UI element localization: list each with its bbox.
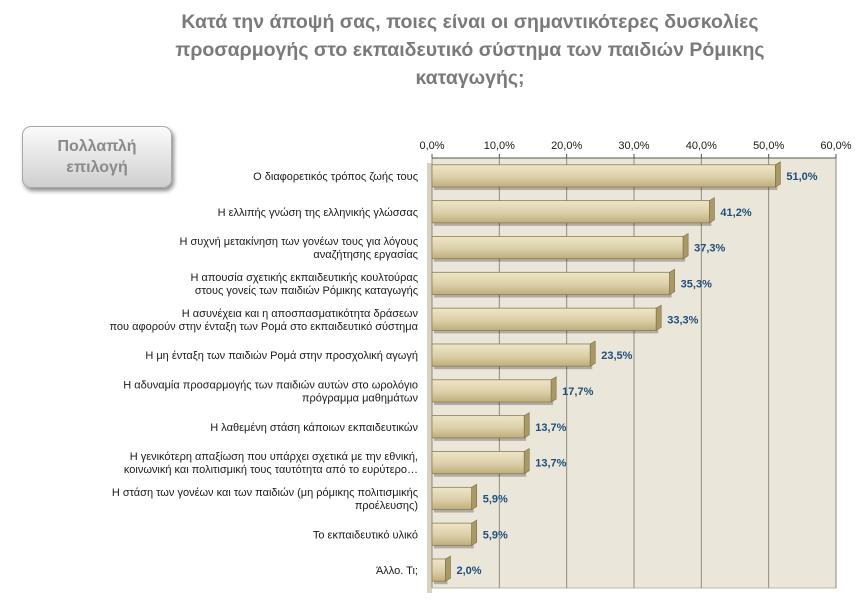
data-label: 17,7% (562, 386, 593, 398)
category-label: Η ελλιπής γνώση της ελληνικής γλώσσας (218, 207, 418, 219)
category-label: Η ασυνέχεια και η αποσπασματικότητα δράσ… (182, 308, 419, 320)
data-label: 13,7% (535, 422, 566, 434)
tick-label: 10,0% (484, 140, 515, 152)
category-label: Άλλο. Τι; (376, 565, 418, 577)
badge-line-1: Πολλαπλή (57, 138, 137, 155)
tick-label: 50,0% (753, 140, 784, 152)
category-label: Η στάση των γονέων και των παιδιών (μη ρ… (112, 487, 418, 499)
data-label: 2,0% (456, 565, 481, 577)
tick-label: 40,0% (686, 140, 717, 152)
category-label: Η απουσία σχετικής εκπαιδευτικής κουλτού… (191, 272, 419, 284)
category-label: κοινωνική και πολιτισμική τους ταυτότητα… (124, 464, 418, 476)
bar (431, 415, 525, 439)
plot-side-wall (427, 163, 432, 593)
data-label: 51,0% (786, 171, 817, 183)
bar-end-cap (471, 519, 478, 546)
category-label: Η γενικότερη απαξίωση που υπάρχει σχετικ… (130, 451, 418, 463)
bar (431, 164, 776, 188)
category-label: Η αδυναμία προσαρμογής των παιδιών αυτών… (123, 379, 418, 391)
tick-label: 0,0% (419, 140, 444, 152)
tick-label: 20,0% (551, 140, 582, 152)
category-label: αναζήτησης εργασίας (313, 249, 418, 261)
bar (431, 200, 710, 224)
bar-end-cap (589, 340, 596, 367)
category-label: πρόγραμμα μαθημάτων (302, 392, 419, 404)
category-label: Ο διαφορετικός τρόπος ζωής τους (253, 171, 418, 183)
bar-end-cap (445, 555, 451, 582)
bar (431, 558, 446, 582)
bar-end-cap (669, 268, 675, 296)
bar (431, 343, 591, 367)
chart-title-line-1: Κατά την άποψή σας, ποιες είναι οι σημαν… (181, 11, 759, 33)
tick-label: 30,0% (618, 140, 649, 152)
category-label: που αφορούν στην ένταξη των Ρομά στο εκπ… (110, 321, 419, 333)
tick-label: 60,0% (820, 140, 851, 152)
data-label: 5,9% (483, 529, 508, 541)
data-label: 5,9% (483, 493, 508, 505)
bar-end-cap (550, 376, 557, 403)
bar-end-cap (775, 161, 781, 188)
data-label: 35,3% (681, 278, 712, 290)
data-label: 13,7% (535, 458, 566, 470)
chart-title-line-3: καταγωγής; (415, 67, 525, 89)
category-label: Η μη ένταξη των παιδιών Ρομά στην προσχο… (145, 350, 418, 362)
data-label: 37,3% (694, 243, 725, 255)
data-label: 41,2% (720, 207, 751, 219)
bar (431, 486, 473, 510)
bar-end-cap (471, 483, 478, 511)
bar (431, 379, 552, 403)
badge-line-2: επιλογή (66, 159, 128, 176)
bar (431, 451, 525, 475)
category-label: Η λαθεμένη στάση κάποιων εκπαιδευτικών (210, 422, 418, 434)
bar-end-cap (655, 304, 662, 331)
bar (431, 236, 684, 260)
bar-end-cap (682, 232, 689, 260)
bar (431, 271, 671, 295)
category-label: στους γονείς των παιδιών Ρόμικης καταγωγ… (195, 285, 418, 297)
chart-title-line-2: προσαρμογής στο εκπαιδευτικό σύστημα των… (175, 39, 765, 61)
bar-end-cap (709, 197, 715, 224)
category-label: προέλευσης) (355, 500, 418, 512)
category-label: Το εκπαιδευτικό υλικό (313, 529, 418, 541)
data-label: 33,3% (667, 314, 698, 326)
category-label: Η συχνή μετακίνηση των γονέων τους για λ… (180, 236, 419, 248)
multiple-choice-badge: Πολλαπλή επιλογή (22, 126, 172, 188)
chart-title: Κατά την άποψή σας, ποιες είναι οι σημαν… (120, 8, 820, 92)
data-label: 23,5% (601, 350, 632, 362)
bar (431, 522, 473, 546)
bar-end-cap (523, 447, 530, 475)
bar-end-cap (523, 412, 530, 439)
bar (431, 307, 657, 331)
